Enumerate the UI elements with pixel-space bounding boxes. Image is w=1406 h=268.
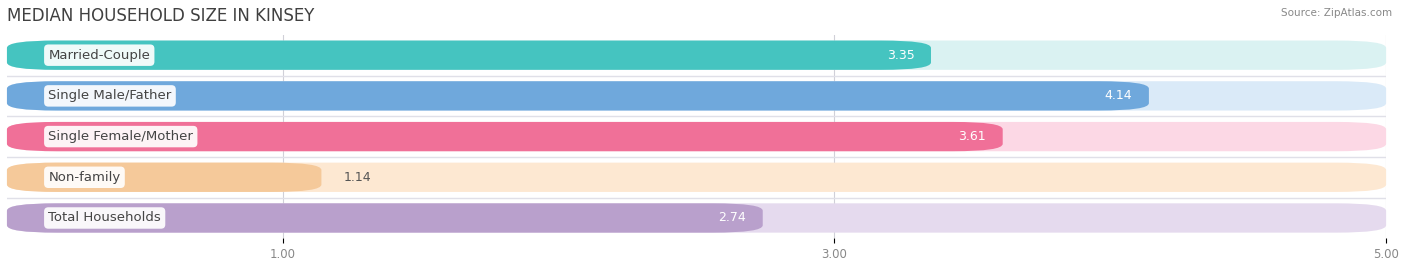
FancyBboxPatch shape — [7, 81, 1149, 110]
Text: 1.14: 1.14 — [343, 171, 371, 184]
Text: 4.14: 4.14 — [1105, 90, 1132, 102]
FancyBboxPatch shape — [7, 163, 322, 192]
Text: Single Male/Father: Single Male/Father — [48, 90, 172, 102]
Text: 3.35: 3.35 — [887, 49, 914, 62]
Text: Non-family: Non-family — [48, 171, 121, 184]
Text: 2.74: 2.74 — [718, 211, 747, 225]
FancyBboxPatch shape — [7, 203, 1386, 233]
FancyBboxPatch shape — [7, 122, 1002, 151]
Text: MEDIAN HOUSEHOLD SIZE IN KINSEY: MEDIAN HOUSEHOLD SIZE IN KINSEY — [7, 7, 315, 25]
FancyBboxPatch shape — [7, 122, 1386, 151]
Text: Total Households: Total Households — [48, 211, 162, 225]
FancyBboxPatch shape — [7, 203, 762, 233]
Text: Single Female/Mother: Single Female/Mother — [48, 130, 193, 143]
FancyBboxPatch shape — [7, 163, 1386, 192]
Text: Source: ZipAtlas.com: Source: ZipAtlas.com — [1281, 8, 1392, 18]
Text: 3.61: 3.61 — [959, 130, 986, 143]
Text: Married-Couple: Married-Couple — [48, 49, 150, 62]
FancyBboxPatch shape — [7, 81, 1386, 110]
FancyBboxPatch shape — [7, 40, 1386, 70]
FancyBboxPatch shape — [7, 40, 931, 70]
